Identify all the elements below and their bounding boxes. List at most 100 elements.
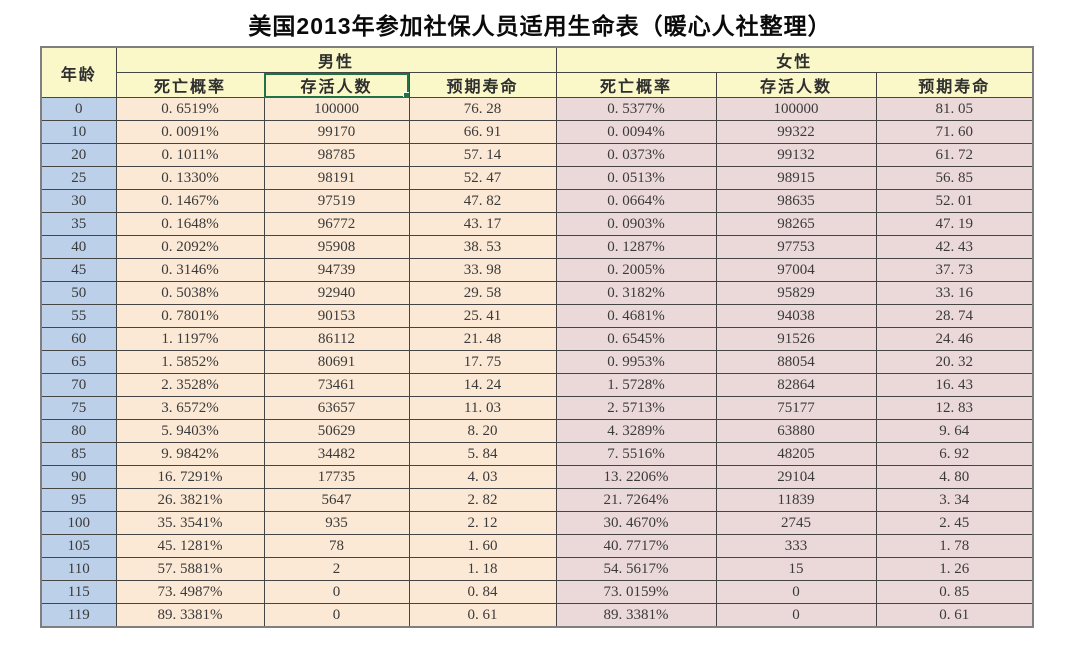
cell-female-life-expectancy[interactable]: 28. 74	[875, 304, 1034, 328]
cell-male-survivors[interactable]: 90153	[263, 304, 410, 328]
cell-female-life-expectancy[interactable]: 2. 45	[875, 511, 1034, 535]
cell-male-survivors[interactable]: 63657	[263, 396, 410, 420]
cell-male-death-prob[interactable]: 0. 1467%	[115, 189, 265, 213]
cell-female-death-prob[interactable]: 0. 5377%	[555, 97, 717, 121]
age-column-header[interactable]: 年龄	[40, 46, 117, 98]
cell-age[interactable]: 10	[40, 120, 117, 144]
male-life-expectancy-header[interactable]: 预期寿命	[408, 72, 557, 98]
cell-age[interactable]: 105	[40, 534, 117, 558]
cell-female-life-expectancy[interactable]: 1. 78	[875, 534, 1034, 558]
cell-female-life-expectancy[interactable]: 56. 85	[875, 166, 1034, 190]
cell-female-death-prob[interactable]: 0. 3182%	[555, 281, 717, 305]
cell-female-death-prob[interactable]: 21. 7264%	[555, 488, 717, 512]
cell-male-death-prob[interactable]: 45. 1281%	[115, 534, 265, 558]
female-group-header[interactable]: 女性	[555, 46, 1034, 73]
cell-female-life-expectancy[interactable]: 9. 64	[875, 419, 1034, 443]
cell-female-life-expectancy[interactable]: 6. 92	[875, 442, 1034, 466]
cell-male-life-expectancy[interactable]: 76. 28	[408, 97, 557, 121]
cell-female-survivors[interactable]: 99322	[715, 120, 877, 144]
cell-female-survivors[interactable]: 63880	[715, 419, 877, 443]
cell-age[interactable]: 95	[40, 488, 117, 512]
cell-male-survivors[interactable]: 0	[263, 603, 410, 628]
cell-male-life-expectancy[interactable]: 17. 75	[408, 350, 557, 374]
cell-female-survivors[interactable]: 15	[715, 557, 877, 581]
male-survivors-header[interactable]: 存活人数	[263, 72, 410, 98]
cell-female-life-expectancy[interactable]: 0. 85	[875, 580, 1034, 604]
cell-female-survivors[interactable]: 99132	[715, 143, 877, 167]
cell-female-death-prob[interactable]: 89. 3381%	[555, 603, 717, 628]
cell-age[interactable]: 50	[40, 281, 117, 305]
cell-male-death-prob[interactable]: 35. 3541%	[115, 511, 265, 535]
cell-age[interactable]: 55	[40, 304, 117, 328]
cell-male-survivors[interactable]: 94739	[263, 258, 410, 282]
cell-female-survivors[interactable]: 11839	[715, 488, 877, 512]
cell-female-death-prob[interactable]: 30. 4670%	[555, 511, 717, 535]
cell-female-death-prob[interactable]: 2. 5713%	[555, 396, 717, 420]
cell-male-life-expectancy[interactable]: 47. 82	[408, 189, 557, 213]
cell-female-survivors[interactable]: 48205	[715, 442, 877, 466]
cell-age[interactable]: 25	[40, 166, 117, 190]
cell-male-death-prob[interactable]: 0. 2092%	[115, 235, 265, 259]
cell-female-survivors[interactable]: 95829	[715, 281, 877, 305]
cell-age[interactable]: 30	[40, 189, 117, 213]
cell-male-survivors[interactable]: 95908	[263, 235, 410, 259]
cell-male-life-expectancy[interactable]: 43. 17	[408, 212, 557, 236]
cell-male-life-expectancy[interactable]: 21. 48	[408, 327, 557, 351]
male-death-prob-header[interactable]: 死亡概率	[115, 72, 265, 98]
cell-age[interactable]: 60	[40, 327, 117, 351]
female-life-expectancy-header[interactable]: 预期寿命	[875, 72, 1034, 98]
cell-male-survivors[interactable]: 92940	[263, 281, 410, 305]
cell-male-survivors[interactable]: 935	[263, 511, 410, 535]
cell-male-death-prob[interactable]: 16. 7291%	[115, 465, 265, 489]
cell-age[interactable]: 35	[40, 212, 117, 236]
cell-female-death-prob[interactable]: 0. 6545%	[555, 327, 717, 351]
cell-male-death-prob[interactable]: 0. 7801%	[115, 304, 265, 328]
cell-male-death-prob[interactable]: 57. 5881%	[115, 557, 265, 581]
cell-male-death-prob[interactable]: 3. 6572%	[115, 396, 265, 420]
cell-female-survivors[interactable]: 29104	[715, 465, 877, 489]
cell-female-life-expectancy[interactable]: 3. 34	[875, 488, 1034, 512]
cell-male-death-prob[interactable]: 9. 9842%	[115, 442, 265, 466]
cell-age[interactable]: 100	[40, 511, 117, 535]
cell-male-survivors[interactable]: 100000	[263, 97, 410, 121]
cell-male-survivors[interactable]: 50629	[263, 419, 410, 443]
cell-male-death-prob[interactable]: 0. 1330%	[115, 166, 265, 190]
cell-female-survivors[interactable]: 97004	[715, 258, 877, 282]
cell-male-survivors[interactable]: 86112	[263, 327, 410, 351]
cell-female-death-prob[interactable]: 0. 1287%	[555, 235, 717, 259]
cell-male-life-expectancy[interactable]: 2. 82	[408, 488, 557, 512]
cell-male-life-expectancy[interactable]: 8. 20	[408, 419, 557, 443]
cell-male-life-expectancy[interactable]: 33. 98	[408, 258, 557, 282]
cell-female-death-prob[interactable]: 4. 3289%	[555, 419, 717, 443]
cell-male-death-prob[interactable]: 73. 4987%	[115, 580, 265, 604]
cell-male-survivors[interactable]: 78	[263, 534, 410, 558]
cell-age[interactable]: 65	[40, 350, 117, 374]
cell-female-survivors[interactable]: 0	[715, 603, 877, 628]
female-survivors-header[interactable]: 存活人数	[715, 72, 877, 98]
cell-female-survivors[interactable]: 88054	[715, 350, 877, 374]
cell-male-life-expectancy[interactable]: 5. 84	[408, 442, 557, 466]
cell-female-life-expectancy[interactable]: 47. 19	[875, 212, 1034, 236]
female-death-prob-header[interactable]: 死亡概率	[555, 72, 717, 98]
cell-female-death-prob[interactable]: 0. 0903%	[555, 212, 717, 236]
cell-female-survivors[interactable]: 98265	[715, 212, 877, 236]
cell-female-death-prob[interactable]: 0. 0373%	[555, 143, 717, 167]
cell-male-death-prob[interactable]: 0. 3146%	[115, 258, 265, 282]
cell-age[interactable]: 20	[40, 143, 117, 167]
cell-age[interactable]: 115	[40, 580, 117, 604]
cell-female-life-expectancy[interactable]: 16. 43	[875, 373, 1034, 397]
cell-male-life-expectancy[interactable]: 38. 53	[408, 235, 557, 259]
cell-age[interactable]: 85	[40, 442, 117, 466]
cell-male-survivors[interactable]: 5647	[263, 488, 410, 512]
cell-female-life-expectancy[interactable]: 33. 16	[875, 281, 1034, 305]
cell-male-life-expectancy[interactable]: 1. 60	[408, 534, 557, 558]
cell-male-life-expectancy[interactable]: 2. 12	[408, 511, 557, 535]
cell-female-survivors[interactable]: 0	[715, 580, 877, 604]
cell-male-survivors[interactable]: 98191	[263, 166, 410, 190]
cell-age[interactable]: 119	[40, 603, 117, 628]
cell-female-death-prob[interactable]: 0. 2005%	[555, 258, 717, 282]
cell-female-survivors[interactable]: 98635	[715, 189, 877, 213]
cell-age[interactable]: 110	[40, 557, 117, 581]
cell-male-survivors[interactable]: 97519	[263, 189, 410, 213]
cell-female-death-prob[interactable]: 1. 5728%	[555, 373, 717, 397]
